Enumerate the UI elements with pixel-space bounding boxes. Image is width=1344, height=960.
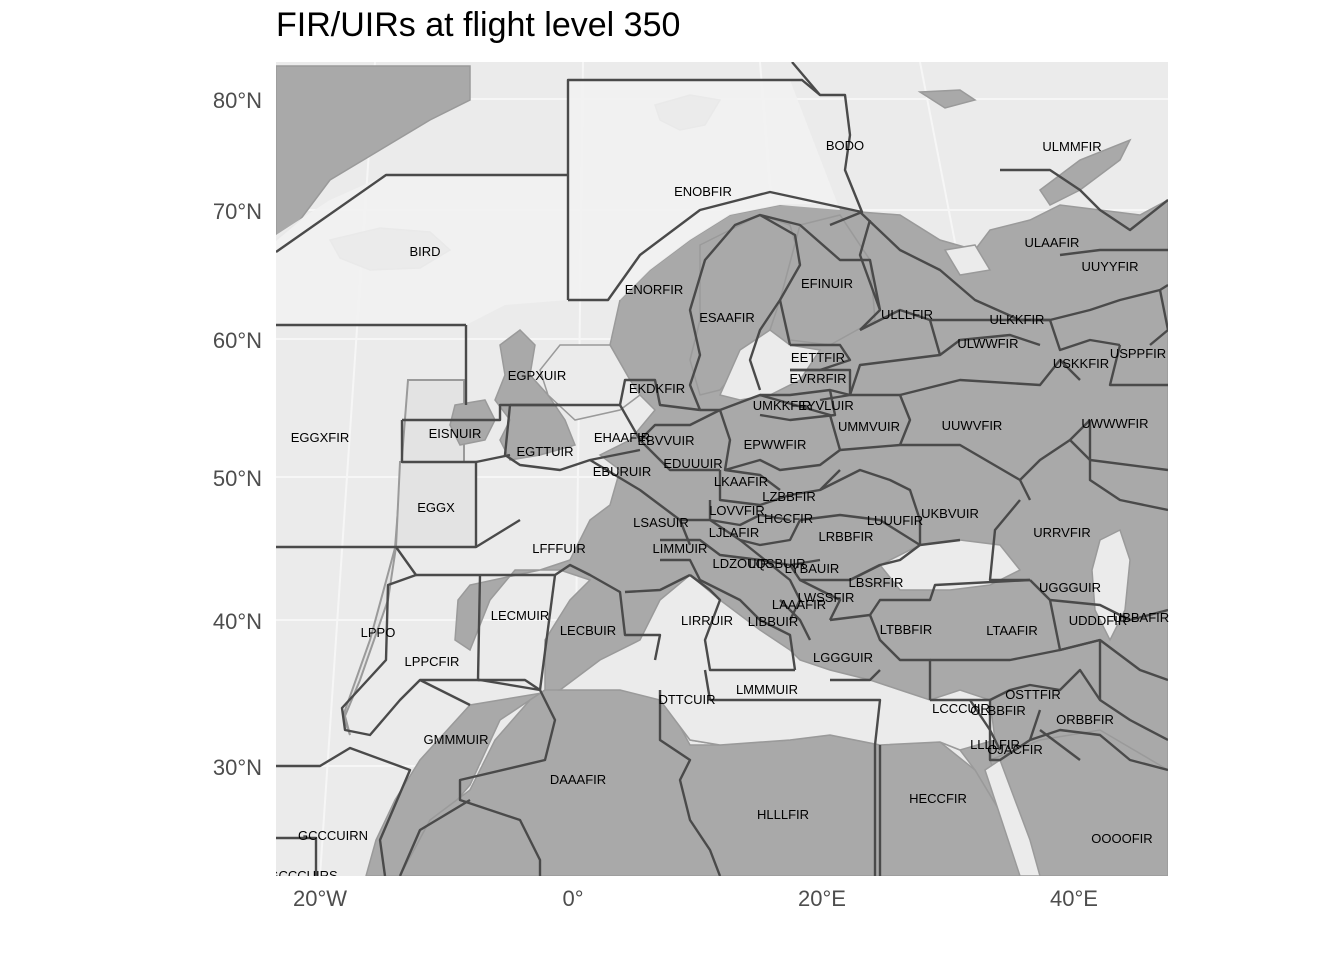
fir-label-ulkkfir: ULKKFIR [990,312,1045,327]
fir-label-uuwvfir: UUWVFIR [942,418,1003,433]
fir-label-esaafir: ESAAFIR [699,310,755,325]
lon-axis: 20°W 0° 20°E 40°E [293,886,1098,911]
fir-label-epwwfir: EPWWFIR [744,437,807,452]
fir-label-ummvuir: UMMVUIR [838,419,900,434]
lat-label-70: 70°N [213,199,262,224]
fir-label-eettfir: EETTFIR [791,350,845,365]
lon-label-20w: 20°W [293,886,347,911]
fir-label-osttfir: OSTTFIR [1005,687,1061,702]
fir-label-lqsbuir: LQSBUIR [748,556,805,571]
fir-label-eburuir: EBURUIR [593,464,652,479]
fir-label-ulmmfir: ULMMFIR [1042,139,1101,154]
fir-label-lybauir: LYBAUIR [785,561,840,576]
fir-label-umkkfir: UMKKFIR [753,398,812,413]
fir-label-gcccuirs: GCCCUIRS [268,868,338,883]
fir-label-ulwwfir: ULWWFIR [957,336,1018,351]
fir-label-ljlafir: LJLAFIR [709,525,760,540]
fir-label-lrbbfir: LRBBFIR [819,529,874,544]
fir-label-laaafir: LAAAFIR [772,597,826,612]
fir-label-dttcuir: DTTCUIR [658,692,715,707]
fir-label-uggguir: UGGGUIR [1039,580,1101,595]
fir-label-ltbbfir: LTBBFIR [880,622,933,637]
oceanic-firs [276,80,840,325]
lat-label-50: 50°N [213,466,262,491]
fir-label-gcccuirn: GCCCUIRN [298,828,368,843]
fir-label-ekdkfir: EKDKFIR [629,381,685,396]
fir-label-lecbuir: LECBUIR [560,623,616,638]
fir-label-enorfir: ENORFIR [625,282,684,297]
lat-label-80: 80°N [213,88,262,113]
fir-label-ltaafir: LTAAFIR [986,623,1038,638]
fir-label-lmmmuir: LMMMUIR [736,682,798,697]
fir-label-lovvfir: LOVVFIR [709,503,765,518]
fir-label-ulaafir: ULAAFIR [1025,235,1080,250]
fir-label-eyvluir: EYVLUIR [798,398,854,413]
lat-axis: 80°N 70°N 60°N 50°N 40°N 30°N [213,88,262,780]
fir-label-lwssfir: LWSSFIR [798,590,855,605]
fir-label-lbsrfir: LBSRFIR [849,575,904,590]
fir-label-efinuir: EFINUIR [801,276,853,291]
fir-boundaries [276,62,1168,876]
fir-label-lkaafir: LKAAFIR [714,474,768,489]
fir-label-enobfir: ENOBFIR [674,184,732,199]
fir-label-usppfir: USPPFIR [1110,346,1166,361]
fir-label-urrvfir: URRVFIR [1033,525,1091,540]
lat-label-30: 30°N [213,755,262,780]
lon-label-20e: 20°E [798,886,846,911]
fir-label-lecmuir: LECMUIR [491,608,550,623]
fir-label-evrrfir: EVRRFIR [789,371,846,386]
fir-label-daaafir: DAAAFIR [550,772,606,787]
fir-label-ehaafir: EHAAFIR [594,430,650,445]
fir-label-lppo: LPPO [361,625,396,640]
fir-label-olbbfir: OLBBFIR [970,703,1026,718]
fir-label-hlllfir: HLLLFIR [757,807,809,822]
seas [539,244,1131,876]
fir-label-uwwwfir: UWWWFIR [1081,416,1148,431]
lat-label-40: 40°N [213,609,262,634]
fir-label-ojacfir: OJACFIR [987,742,1043,757]
fir-label-ubbafir: UBBAFIR [1113,610,1169,625]
fir-label-bird: BIRD [409,244,440,259]
fir-label-orbbfir: ORBBFIR [1056,712,1114,727]
fir-label-eggx: EGGX [417,500,455,515]
lon-label-40e: 40°E [1050,886,1098,911]
fir-label-eggxfir: EGGXFIR [291,430,350,445]
lat-label-60: 60°N [213,328,262,353]
lon-label-0: 0° [562,886,583,911]
fir-label-lcccuir: LCCCUIR [932,701,990,716]
fir-label-limmuir: LIMMUIR [653,541,708,556]
fir-label-ukbvuir: UKBVUIR [921,506,979,521]
fir-label-gmmmuir: GMMMUIR [424,732,489,747]
fir-label-heccfir: HECCFIR [909,791,967,806]
fir-label-ulllfir: ULLLFIR [881,307,933,322]
fir-label-egpxuir: EGPXUIR [508,368,567,383]
fir-label-udddfir: UDDDFIR [1069,613,1128,628]
fir-label-lsasuir: LSASUIR [633,515,689,530]
fir-label-llllfir: LLLLFIR [970,737,1020,752]
fir-label-lzbbfir: LZBBFIR [762,489,815,504]
fir-label-ebvvuir: EBVVUIR [637,433,694,448]
fir-label-uuyyfir: UUYYFIR [1081,259,1138,274]
fir-label-ldzouir: LDZOUIR [712,556,769,571]
fir-label-eduuuir: EDUUUIR [663,456,722,471]
fir-label-lfffuir: LFFFUIR [532,541,585,556]
fir-label-lhccfir: LHCCFIR [757,511,813,526]
fir-label-libbuir: LIBBUIR [748,614,799,629]
map-title: FIR/UIRs at flight level 350 [276,6,681,44]
fir-label-lppcfir: LPPCFIR [405,654,460,669]
fir-label-eisnuir: EISNUIR [429,426,482,441]
fir-label-luuufir: LUUUFIR [867,513,923,528]
fir-label-lggguir: LGGGUIR [813,650,873,665]
fir-label-egttuir: EGTTUIR [516,444,573,459]
fir-label-uskkfir: USKKFIR [1053,356,1109,371]
fir-label-oooofir: OOOOFIR [1091,831,1152,846]
fir-label-bodo: BODO [826,138,864,153]
fir-label-lirruir: LIRRUIR [681,613,733,628]
